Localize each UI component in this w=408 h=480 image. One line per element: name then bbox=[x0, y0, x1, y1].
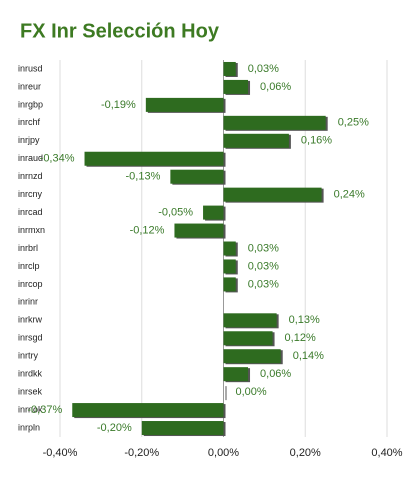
bar bbox=[223, 313, 277, 328]
y-tick-label: inrpln bbox=[18, 422, 40, 432]
bar bbox=[223, 79, 249, 94]
y-tick-label: inrgbp bbox=[18, 99, 43, 109]
value-label: 0,14% bbox=[293, 350, 324, 362]
x-tick-label: -0,40% bbox=[43, 447, 78, 459]
value-label: -0,20% bbox=[97, 422, 132, 434]
bar bbox=[170, 169, 224, 184]
value-label: 0,03% bbox=[248, 278, 279, 290]
bar bbox=[223, 61, 236, 76]
value-label: 0,06% bbox=[260, 81, 291, 93]
bar bbox=[203, 205, 224, 220]
value-label: -0,19% bbox=[101, 99, 136, 111]
y-tick-label: inrclp bbox=[18, 261, 40, 271]
y-tick-label: inrkrw bbox=[18, 315, 42, 325]
value-label: 0,12% bbox=[285, 332, 316, 344]
y-tick-label: inraud bbox=[18, 153, 43, 163]
value-label: -0,12% bbox=[130, 224, 165, 236]
y-tick-label: inrtry bbox=[18, 351, 38, 361]
x-tick-label: 0,20% bbox=[290, 447, 321, 459]
x-tick-label: 0,40% bbox=[371, 447, 402, 459]
bar bbox=[223, 331, 273, 346]
value-label: 0,03% bbox=[248, 242, 279, 254]
y-tick-label: inrsgd bbox=[18, 333, 43, 343]
value-label: -0,34% bbox=[40, 153, 75, 165]
x-tick-label: 0,00% bbox=[208, 447, 239, 459]
chart-title: FX Inr Selección Hoy bbox=[20, 20, 220, 42]
value-label: 0,13% bbox=[289, 314, 320, 326]
y-tick-label: inrcny bbox=[18, 189, 43, 199]
bar bbox=[145, 97, 224, 112]
value-label: 0,25% bbox=[338, 117, 369, 129]
value-label: -0,37% bbox=[27, 404, 62, 416]
value-label: 0,03% bbox=[248, 63, 279, 75]
y-tick-label: inrcop bbox=[18, 279, 43, 289]
y-tick-label: inrsek bbox=[18, 386, 43, 396]
bar bbox=[223, 349, 281, 364]
bar bbox=[141, 421, 224, 436]
value-label: 0,03% bbox=[248, 260, 279, 272]
value-label: 0,00% bbox=[236, 386, 267, 398]
bar bbox=[223, 187, 322, 202]
bar bbox=[223, 367, 249, 382]
bar bbox=[223, 133, 289, 148]
y-tick-label: inrinr bbox=[18, 297, 38, 307]
bar bbox=[223, 259, 236, 274]
bar bbox=[223, 241, 236, 256]
y-tick-label: inreur bbox=[18, 81, 41, 91]
y-tick-label: inrnok bbox=[18, 404, 43, 414]
bar-shadow bbox=[225, 386, 227, 401]
value-label: 0,16% bbox=[301, 135, 332, 147]
bar bbox=[72, 403, 224, 418]
y-tick-label: inrnzd bbox=[18, 171, 43, 181]
y-tick-label: inrbrl bbox=[18, 243, 38, 253]
y-tick-label: inrusd bbox=[18, 63, 43, 73]
y-tick-label: inrchf bbox=[18, 117, 41, 127]
bar bbox=[223, 115, 326, 130]
y-tick-label: inrjpy bbox=[18, 135, 40, 145]
bar bbox=[84, 151, 224, 166]
y-tick-label: inrcad bbox=[18, 207, 43, 217]
value-label: -0,13% bbox=[126, 171, 161, 183]
bar bbox=[223, 277, 236, 292]
bar bbox=[174, 223, 224, 238]
value-label: 0,24% bbox=[334, 189, 365, 201]
value-label: 0,06% bbox=[260, 368, 291, 380]
y-tick-label: inrmxn bbox=[18, 225, 45, 235]
y-tick-label: inrdkk bbox=[18, 369, 43, 379]
value-label: -0,05% bbox=[158, 207, 193, 219]
x-tick-label: -0,20% bbox=[124, 447, 159, 459]
